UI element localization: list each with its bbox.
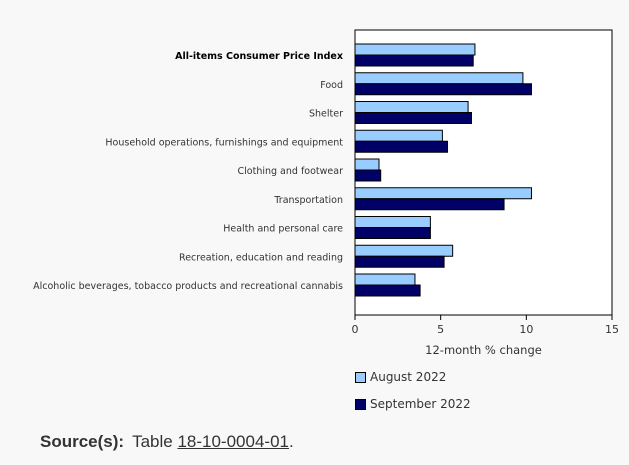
x-tick-label-5: 5	[437, 323, 444, 336]
bar-september-2022-health-and-personal-care	[354, 227, 431, 239]
legend-label-september-2022: September 2022	[370, 397, 471, 411]
category-label-shelter: Shelter	[309, 109, 343, 120]
bar-august-2022-all-items-consumer-price-index	[354, 43, 476, 56]
chart: All-items Consumer Price Index Food Shelte…	[33, 29, 619, 357]
bar-september-2022-alcoholic-beverages-tobacco-products-and-recreational-cannabis	[354, 284, 421, 297]
x-tick-label-0: 0	[352, 323, 359, 336]
category-label-household-operations-furnishings-and-equipment: Household operations, furnishings and eq…	[105, 137, 343, 148]
category-label-health-and-personal-care: Health and personal care	[223, 224, 343, 235]
x-axis-ticks: 0 5 10 15	[352, 315, 619, 336]
bar-september-2022-recreation-education-and-reading	[354, 255, 445, 268]
bar-august-2022-recreation-education-and-reading	[354, 244, 454, 257]
source-table-link[interactable]: 18-10-0004-01	[177, 432, 289, 451]
bar-august-2022-health-and-personal-care	[354, 216, 431, 228]
legend-item-september-2022: September 2022	[355, 397, 471, 411]
source-label: Source(s):	[40, 432, 125, 451]
category-label-transportation: Transportation	[273, 195, 343, 206]
source-suffix: .	[288, 432, 294, 451]
bar-august-2022-clothing-and-footwear	[354, 158, 380, 171]
bar-september-2022-household-operations-furnishings-and-equipment	[354, 140, 449, 153]
category-label-all-items-consumer-price-index: All-items Consumer Price Index	[175, 51, 343, 62]
bar-august-2022-food	[354, 72, 524, 85]
category-label-food: Food	[320, 80, 343, 91]
legend-swatch-september-2022	[355, 398, 366, 410]
source-note: Source(s): Table 18-10-0004-01.	[40, 432, 294, 452]
category-label-recreation-education-and-reading: Recreation, education and reading	[179, 252, 343, 263]
bar-august-2022-alcoholic-beverages-tobacco-products-and-recreational-cannabis	[354, 273, 416, 286]
bar-september-2022-food	[354, 83, 532, 96]
category-label-alcoholic-beverages-tobacco-products-and-recreational-cannabis: Alcoholic beverages, tobacco products an…	[33, 281, 343, 292]
source-prefix: Table	[132, 432, 173, 451]
category-label-clothing-and-footwear: Clothing and footwear	[238, 166, 344, 177]
bar-september-2022-transportation	[354, 198, 505, 211]
legend-label-august-2022: August 2022	[370, 370, 447, 384]
bar-august-2022-household-operations-furnishings-and-equipment	[354, 129, 443, 142]
x-axis-title: 12-month % change	[425, 343, 542, 357]
x-tick-label-10: 10	[519, 323, 533, 336]
legend-swatch-august-2022	[355, 371, 366, 383]
x-tick-label-15: 15	[605, 323, 619, 336]
bars	[354, 43, 532, 297]
bar-august-2022-shelter	[354, 101, 469, 113]
legend-item-august-2022: August 2022	[355, 370, 446, 384]
bar-august-2022-transportation	[354, 187, 532, 200]
bar-september-2022-all-items-consumer-price-index	[354, 54, 474, 67]
category-labels: All-items Consumer Price Index Food Shelte…	[33, 51, 343, 292]
bar-september-2022-shelter	[354, 112, 473, 124]
bar-september-2022-clothing-and-footwear	[354, 169, 382, 182]
